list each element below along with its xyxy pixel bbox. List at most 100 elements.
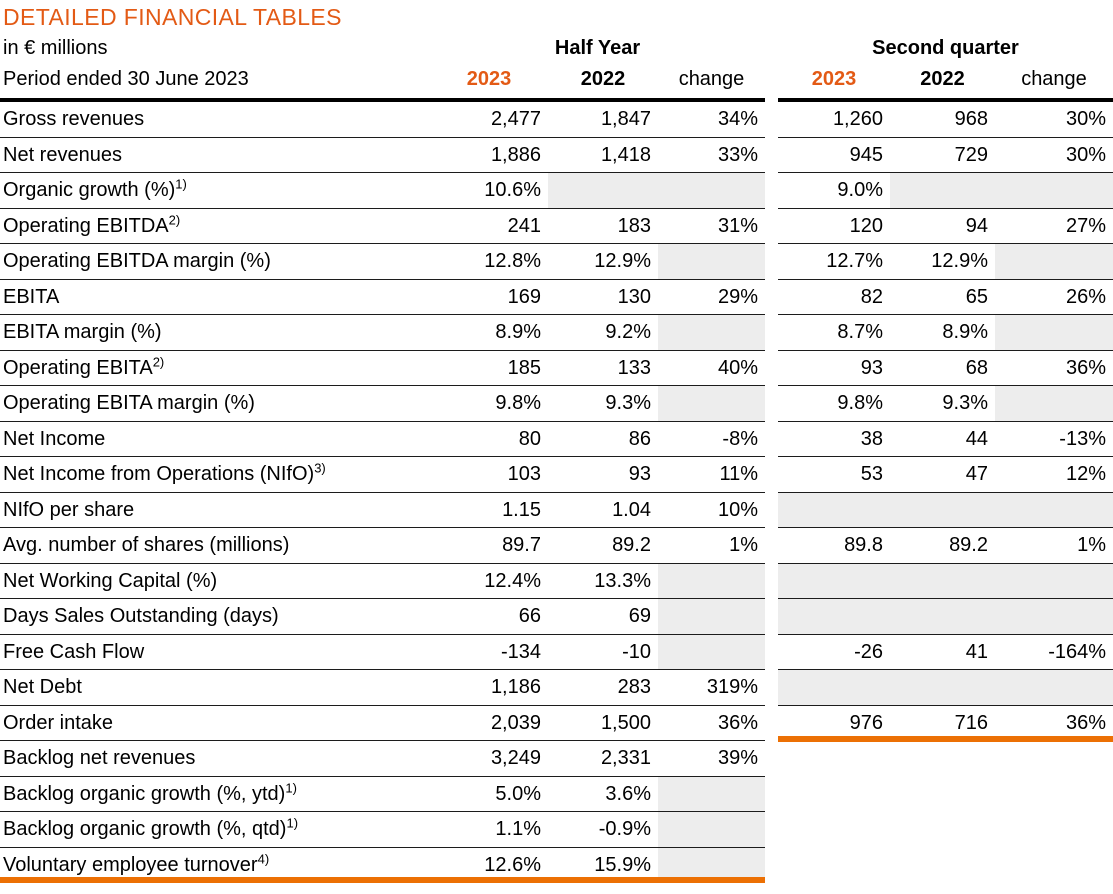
cell-q2-2023: 8.7% [778, 315, 890, 351]
cell-q2-2022: 44 [890, 422, 995, 457]
cell-hy-change: 11% [658, 457, 765, 493]
second-quarter-bottom-rule [778, 736, 1113, 742]
row-label: Free Cash Flow [0, 635, 430, 670]
footnote-marker: 2) [168, 211, 181, 227]
period-label: Period ended 30 June 2023 [0, 62, 430, 102]
row-label: Operating EBITDA margin (%) [0, 244, 430, 280]
row-label: Backlog net revenues [0, 741, 430, 777]
col-header-hy-2023: 2023 [430, 62, 548, 102]
row-label: Net revenues [0, 138, 430, 173]
cell-q2-change: 12% [995, 457, 1113, 493]
row-label: NIfO per share [0, 493, 430, 528]
section-gap [765, 563, 778, 599]
row-label: Backlog organic growth (%, ytd)1) [0, 777, 430, 812]
row-label: Avg. number of shares (millions) [0, 528, 430, 564]
cell-hy-2023: 9.8% [430, 386, 548, 422]
group-header-gap [765, 34, 778, 62]
cell-hy-2023: 10.6% [430, 173, 548, 209]
group-header-second-quarter: Second quarter [872, 37, 1019, 59]
cell-q2-2023: -26 [778, 635, 890, 670]
cell-hy-change [658, 776, 765, 812]
cell-q2-2023: 93 [778, 351, 890, 386]
row-label: Net Debt [0, 670, 430, 706]
cell-hy-change [658, 386, 765, 422]
cell-q2-2023: 120 [778, 209, 890, 244]
cell-hy-2023: 169 [430, 280, 548, 315]
cell-q2-change: 30% [995, 102, 1113, 138]
cell-q2-2022: 65 [890, 280, 995, 315]
cell-hy-change [658, 599, 765, 635]
cell-q2-2022: 8.9% [890, 315, 995, 351]
row-label: Net Income from Operations (NIfO)3) [0, 457, 430, 493]
col-header-q2-2022: 2022 [890, 62, 995, 102]
row-label: Operating EBITA2) [0, 351, 430, 386]
footnote-marker: 3) [314, 460, 326, 476]
cell-hy-change: 10% [658, 493, 765, 528]
cell-empty [778, 741, 890, 777]
cell-empty [995, 812, 1113, 848]
cell-q2-2022: 94 [890, 209, 995, 244]
cell-q2-change [995, 599, 1113, 635]
row-label: Gross revenues [0, 102, 430, 138]
cell-q2-2023 [778, 492, 890, 528]
section-gap [765, 741, 778, 777]
cell-hy-2023: 89.7 [430, 528, 548, 564]
cell-q2-change [995, 386, 1113, 422]
cell-q2-change [995, 315, 1113, 351]
cell-hy-2023: 1.1% [430, 812, 548, 848]
cell-q2-2023 [778, 670, 890, 706]
cell-hy-2023: 8.9% [430, 315, 548, 351]
section-gap [765, 421, 778, 457]
cell-q2-2022: 968 [890, 102, 995, 138]
row-label: Operating EBITDA2) [0, 209, 430, 244]
cell-q2-2023 [778, 599, 890, 635]
cell-q2-2022 [890, 492, 995, 528]
cell-empty [778, 847, 890, 883]
cell-q2-change: 27% [995, 209, 1113, 244]
cell-empty [890, 812, 995, 848]
cell-hy-change: 39% [658, 741, 765, 777]
cell-hy-2023: 2,477 [430, 102, 548, 138]
cell-hy-2022: 130 [548, 280, 658, 315]
cell-hy-2022: 1.04 [548, 493, 658, 528]
cell-hy-change: -8% [658, 422, 765, 457]
cell-hy-2023: 185 [430, 351, 548, 386]
cell-hy-2022: 1,500 [548, 706, 658, 741]
cell-hy-2022: 1,418 [548, 138, 658, 173]
section-gap [765, 847, 778, 883]
section-gap [765, 457, 778, 493]
group-header-half-year: Half Year [554, 37, 641, 59]
cell-hy-change: 34% [658, 102, 765, 138]
cell-hy-2023: -134 [430, 635, 548, 670]
col-header-hy-change: change [658, 62, 765, 102]
cell-hy-2023: 103 [430, 457, 548, 493]
row-label: Net Income [0, 422, 430, 457]
cell-hy-change [658, 244, 765, 280]
row-label: Organic growth (%)1) [0, 173, 430, 209]
cell-q2-change [995, 244, 1113, 280]
cell-empty [890, 741, 995, 777]
cell-empty [995, 847, 1113, 883]
cell-q2-2023: 9.0% [778, 173, 890, 209]
cell-q2-change: 26% [995, 280, 1113, 315]
cell-hy-change: 29% [658, 280, 765, 315]
page-title: DETAILED FINANCIAL TABLES [3, 4, 342, 30]
section-gap [765, 776, 778, 812]
cell-q2-2023: 38 [778, 422, 890, 457]
cell-hy-2023: 12.4% [430, 564, 548, 599]
cell-q2-change [995, 492, 1113, 528]
cell-q2-2023 [778, 563, 890, 599]
cell-q2-2022: 68 [890, 351, 995, 386]
section-gap [765, 599, 778, 635]
cell-q2-change: -164% [995, 635, 1113, 670]
cell-hy-2022: 133 [548, 351, 658, 386]
section-gap [765, 208, 778, 244]
cell-q2-2022: 47 [890, 457, 995, 493]
cell-hy-2022: 89.2 [548, 528, 658, 564]
cell-q2-2022 [890, 563, 995, 599]
cell-q2-2022: 41 [890, 635, 995, 670]
section-gap [765, 173, 778, 209]
section-gap [765, 350, 778, 386]
cell-hy-2023: 80 [430, 422, 548, 457]
